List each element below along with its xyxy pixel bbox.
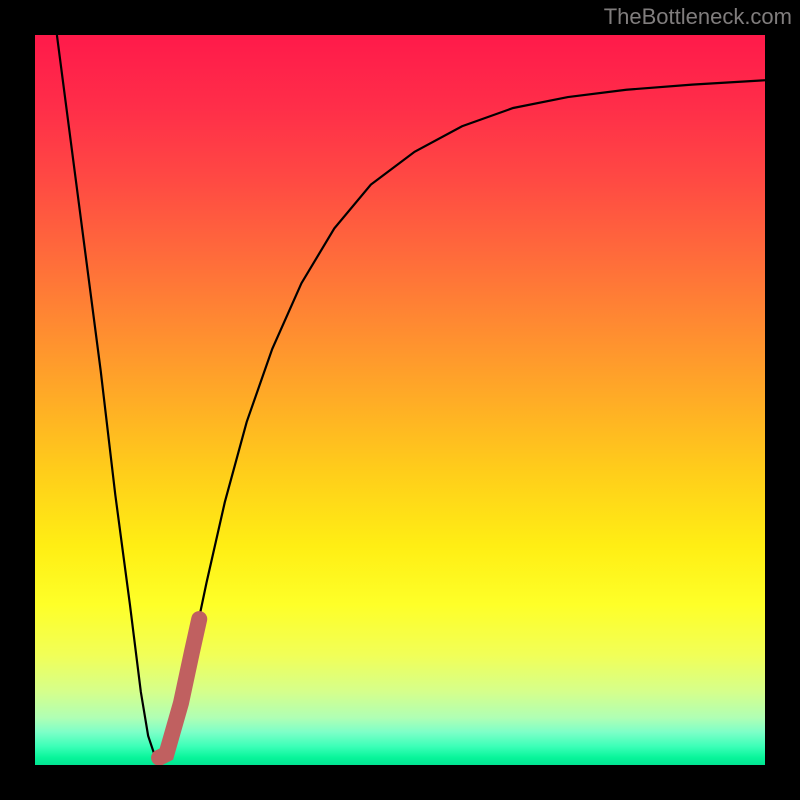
plot-area: [35, 35, 765, 765]
watermark-text: TheBottleneck.com: [604, 4, 792, 30]
chart-container: TheBottleneck.com: [0, 0, 800, 800]
gradient-background: [35, 35, 765, 765]
bottleneck-chart: [35, 35, 765, 765]
